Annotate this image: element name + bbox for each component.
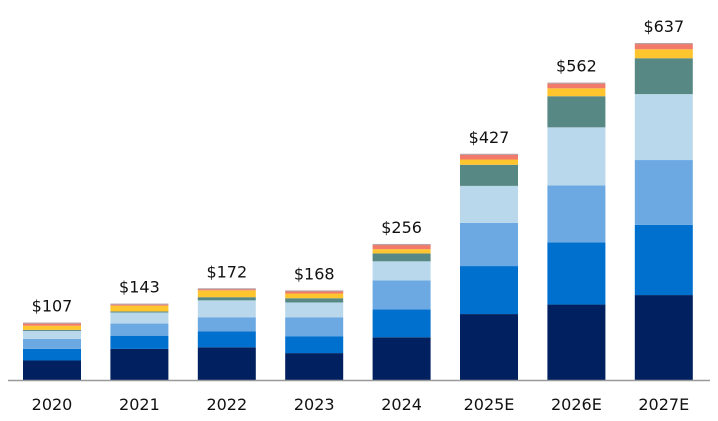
bar-segment-2021-s2 bbox=[110, 335, 169, 349]
bar-segment-2027E-s2 bbox=[634, 224, 693, 296]
bar-segment-2020-s3 bbox=[23, 338, 81, 349]
bar-segment-2020-s1 bbox=[23, 360, 81, 380]
bar-segment-2020-s7 bbox=[23, 323, 81, 326]
bar-segment-2025E-s1 bbox=[460, 314, 518, 380]
bar-segment-2020-s4 bbox=[23, 330, 81, 339]
bar-segment-2027E-s6 bbox=[634, 49, 693, 59]
bar-segment-2021-s4 bbox=[110, 312, 169, 324]
bar-segment-2022-s5 bbox=[197, 297, 256, 301]
x-tick-label-2023: 2023 bbox=[294, 395, 335, 414]
bar-segment-2020-s2 bbox=[23, 348, 81, 361]
x-tick-label-2024: 2024 bbox=[381, 395, 422, 414]
bar-segment-2025E-s7 bbox=[460, 154, 518, 160]
bar-segment-2027E-s5 bbox=[634, 58, 693, 95]
bar-cap-2024 bbox=[372, 243, 431, 246]
bar-segment-2022-s6 bbox=[197, 290, 256, 298]
bar-segment-2026E-s3 bbox=[547, 185, 606, 243]
bar-segment-2027E-s4 bbox=[634, 94, 693, 161]
total-label-2021: $143 bbox=[119, 278, 160, 297]
bar-segment-2025E-s3 bbox=[460, 222, 518, 267]
bar-segment-2025E-s5 bbox=[460, 164, 518, 186]
bar-segment-2021-s3 bbox=[110, 323, 169, 336]
bar-segment-2024-s5 bbox=[372, 253, 431, 262]
bar-segment-2023-s1 bbox=[285, 353, 344, 380]
bar-segment-2023-s5 bbox=[285, 298, 344, 303]
bar-cap-2021 bbox=[110, 303, 169, 305]
x-tick-label-2022: 2022 bbox=[206, 395, 247, 414]
total-label-2026E: $562 bbox=[556, 57, 597, 76]
total-label-2022: $172 bbox=[206, 262, 247, 281]
x-tick-label-2027E: 2027E bbox=[638, 395, 689, 414]
bar-segment-2023-s4 bbox=[285, 302, 344, 318]
total-label-2025E: $427 bbox=[469, 128, 510, 147]
total-label-2027E: $637 bbox=[643, 17, 684, 36]
bar-segment-2020-s5 bbox=[23, 329, 81, 331]
bar-cap-2027E bbox=[634, 43, 693, 45]
bar-segment-2022-s7 bbox=[197, 289, 256, 291]
bar-segment-2026E-s7 bbox=[547, 83, 606, 89]
labels-group: $107 2020 $143 2021 $172 2022 $168 2023 $256 2024… bbox=[32, 17, 690, 414]
bar-segment-2024-s2 bbox=[372, 309, 431, 338]
bar-segment-2026E-s6 bbox=[547, 88, 606, 97]
bar-segment-2027E-s3 bbox=[634, 160, 693, 225]
bar-cap-2022 bbox=[197, 288, 256, 290]
bar-segment-2024-s6 bbox=[372, 249, 431, 254]
bar-cap-2020 bbox=[23, 322, 81, 324]
bar-segment-2022-s1 bbox=[197, 347, 256, 380]
x-tick-label-2020: 2020 bbox=[32, 395, 73, 414]
bar-segment-2025E-s4 bbox=[460, 185, 518, 223]
bar-segment-2023-s3 bbox=[285, 317, 344, 337]
bar-segment-2024-s3 bbox=[372, 280, 431, 310]
bar-segment-2023-s7 bbox=[285, 291, 344, 294]
bar-segment-2027E-s1 bbox=[634, 295, 693, 380]
bar-segment-2021-s5 bbox=[110, 311, 169, 313]
bar-segment-2022-s3 bbox=[197, 317, 256, 332]
x-tick-label-2025E: 2025E bbox=[464, 395, 515, 414]
bar-segment-2022-s2 bbox=[197, 331, 256, 348]
total-label-2023: $168 bbox=[294, 264, 335, 283]
bar-segment-2026E-s2 bbox=[547, 242, 606, 305]
bar-cap-2026E bbox=[547, 82, 606, 84]
total-label-2024: $256 bbox=[381, 218, 422, 237]
bar-segment-2027E-s7 bbox=[634, 44, 693, 50]
bar-segment-2024-s4 bbox=[372, 261, 431, 281]
bar-segment-2022-s4 bbox=[197, 300, 256, 318]
bar-segment-2021-s1 bbox=[110, 348, 169, 380]
bar-cap-2025E bbox=[460, 153, 518, 155]
bar-segment-2025E-s6 bbox=[460, 159, 518, 165]
bar-segment-2021-s6 bbox=[110, 305, 169, 312]
bar-segment-2023-s6 bbox=[285, 293, 344, 299]
bar-segment-2020-s6 bbox=[23, 325, 81, 330]
bar-segment-2024-s1 bbox=[372, 337, 431, 380]
bar-segment-2026E-s1 bbox=[547, 304, 606, 380]
bar-segment-2024-s7 bbox=[372, 244, 431, 250]
total-label-2020: $107 bbox=[32, 297, 73, 316]
bar-segment-2025E-s2 bbox=[460, 266, 518, 315]
bar-segment-2026E-s4 bbox=[547, 127, 606, 186]
bar-cap-2023 bbox=[285, 290, 344, 292]
bar-segment-2026E-s5 bbox=[547, 96, 606, 128]
bars-group bbox=[23, 43, 693, 380]
x-tick-label-2026E: 2026E bbox=[551, 395, 602, 414]
bar-segment-2023-s2 bbox=[285, 336, 344, 354]
bar-segment-2021-s7 bbox=[110, 304, 169, 306]
x-tick-label-2021: 2021 bbox=[119, 395, 160, 414]
